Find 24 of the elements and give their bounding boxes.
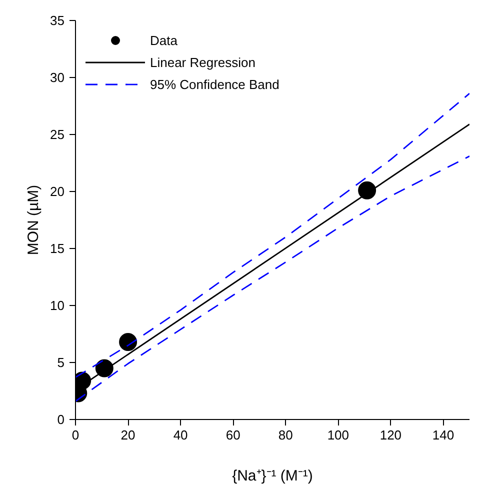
x-tick-label: 80 [278,428,293,442]
x-tick-label: 60 [226,428,240,442]
legend-label: 95% Confidence Band [150,76,280,92]
y-tick-label: 5 [57,355,65,370]
y-tick-label: 0 [57,412,65,427]
y-tick-label: 35 [50,13,65,28]
x-tick-label: 0 [72,428,80,442]
legend-label: Linear Regression [150,54,256,70]
line-series [76,155,470,402]
point [358,181,376,200]
x-tick-label: 120 [380,428,402,442]
legend-label: Data [150,32,178,48]
x-tick-label: 140 [432,428,454,442]
y-tick-label: 30 [50,70,65,85]
x-tick-label: 100 [327,428,350,442]
y-tick-label: 25 [50,127,65,142]
y-tick-label: 10 [50,298,65,313]
x-tick-label: 20 [120,428,136,442]
y-tick-label: 20 [50,184,65,199]
y-axis-title: MON (µM) [25,184,42,256]
x-axis-title: {Na⁺}⁻¹ (M⁻¹) [232,468,313,484]
y-tick-label: 15 [50,241,65,256]
point [119,332,138,351]
x-tick-label: 40 [173,428,188,442]
